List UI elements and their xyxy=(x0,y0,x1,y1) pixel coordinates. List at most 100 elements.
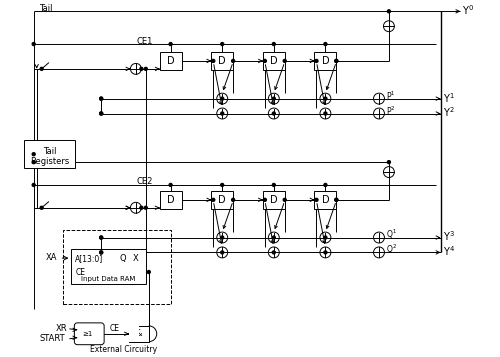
Text: Y$^3$: Y$^3$ xyxy=(444,230,456,243)
Bar xyxy=(129,326,149,342)
Circle shape xyxy=(220,112,224,115)
Bar xyxy=(24,140,76,168)
Circle shape xyxy=(100,97,102,100)
Text: Q$^2$: Q$^2$ xyxy=(386,243,397,256)
Circle shape xyxy=(212,59,215,62)
Text: Q$^1$: Q$^1$ xyxy=(386,228,397,241)
Circle shape xyxy=(268,108,280,119)
Circle shape xyxy=(212,198,215,201)
Circle shape xyxy=(148,271,150,273)
Text: External Circuitry: External Circuitry xyxy=(90,345,158,354)
Circle shape xyxy=(324,236,327,239)
Circle shape xyxy=(324,183,327,186)
Text: CE2: CE2 xyxy=(137,177,154,186)
Circle shape xyxy=(32,183,35,186)
Circle shape xyxy=(217,247,228,258)
Circle shape xyxy=(335,198,338,201)
Text: P$^1$: P$^1$ xyxy=(386,90,396,102)
Text: D: D xyxy=(167,56,174,66)
Bar xyxy=(64,230,170,304)
Circle shape xyxy=(384,167,394,177)
Circle shape xyxy=(130,64,141,74)
Text: XA: XA xyxy=(46,253,58,262)
Bar xyxy=(160,52,182,70)
Bar xyxy=(160,191,182,209)
Circle shape xyxy=(324,42,327,46)
Circle shape xyxy=(335,59,338,62)
Circle shape xyxy=(32,161,35,164)
Circle shape xyxy=(384,21,394,32)
Circle shape xyxy=(220,97,224,100)
Circle shape xyxy=(320,247,331,258)
FancyBboxPatch shape xyxy=(74,323,104,345)
Text: A[13:0]: A[13:0] xyxy=(76,253,104,263)
Circle shape xyxy=(320,232,331,243)
Circle shape xyxy=(217,108,228,119)
Circle shape xyxy=(220,183,224,186)
Text: D: D xyxy=(167,195,174,205)
Circle shape xyxy=(272,112,276,115)
Text: &: & xyxy=(136,329,142,338)
Circle shape xyxy=(232,59,234,62)
Circle shape xyxy=(32,42,35,46)
Circle shape xyxy=(324,97,327,100)
Bar xyxy=(212,191,233,209)
Circle shape xyxy=(324,251,327,254)
Circle shape xyxy=(40,67,43,70)
Text: START: START xyxy=(40,334,66,343)
Circle shape xyxy=(283,59,286,62)
Circle shape xyxy=(388,161,390,164)
Circle shape xyxy=(217,232,228,243)
Circle shape xyxy=(100,236,102,239)
Text: Y$^0$: Y$^0$ xyxy=(462,4,474,17)
Circle shape xyxy=(100,112,102,115)
Text: D: D xyxy=(322,195,329,205)
Text: X: X xyxy=(133,253,138,263)
Text: CE: CE xyxy=(76,267,86,277)
Circle shape xyxy=(268,232,280,243)
Text: D: D xyxy=(322,56,329,66)
Circle shape xyxy=(374,232,384,243)
Circle shape xyxy=(169,42,172,46)
Circle shape xyxy=(268,247,280,258)
Text: Registers: Registers xyxy=(30,157,69,166)
Text: CE1: CE1 xyxy=(137,36,154,46)
Circle shape xyxy=(100,251,102,254)
Text: Y$^2$: Y$^2$ xyxy=(444,106,455,120)
Circle shape xyxy=(217,93,228,104)
Circle shape xyxy=(324,112,327,115)
Circle shape xyxy=(264,59,266,62)
Bar xyxy=(129,326,139,342)
Text: XR: XR xyxy=(56,324,68,333)
Circle shape xyxy=(100,97,102,100)
Text: Y$^4$: Y$^4$ xyxy=(444,245,456,258)
Circle shape xyxy=(100,236,102,239)
Text: D: D xyxy=(270,56,278,66)
Circle shape xyxy=(315,59,318,62)
Circle shape xyxy=(272,183,276,186)
Circle shape xyxy=(272,97,276,100)
Circle shape xyxy=(130,202,141,213)
Circle shape xyxy=(374,108,384,119)
Bar xyxy=(72,250,146,284)
Text: Y$^1$: Y$^1$ xyxy=(444,91,455,105)
Circle shape xyxy=(220,251,224,254)
Circle shape xyxy=(335,198,338,201)
Circle shape xyxy=(220,42,224,46)
Circle shape xyxy=(272,42,276,46)
Circle shape xyxy=(220,236,224,239)
Bar xyxy=(129,326,149,342)
Circle shape xyxy=(264,198,266,201)
Circle shape xyxy=(374,93,384,104)
Circle shape xyxy=(320,108,331,119)
Circle shape xyxy=(320,93,331,104)
Circle shape xyxy=(388,10,390,13)
Bar xyxy=(212,52,233,70)
Bar xyxy=(263,191,284,209)
Text: ≥1: ≥1 xyxy=(82,331,92,337)
Bar xyxy=(314,52,336,70)
Circle shape xyxy=(100,112,102,115)
Bar xyxy=(263,52,284,70)
Text: D: D xyxy=(218,56,226,66)
Circle shape xyxy=(315,198,318,201)
